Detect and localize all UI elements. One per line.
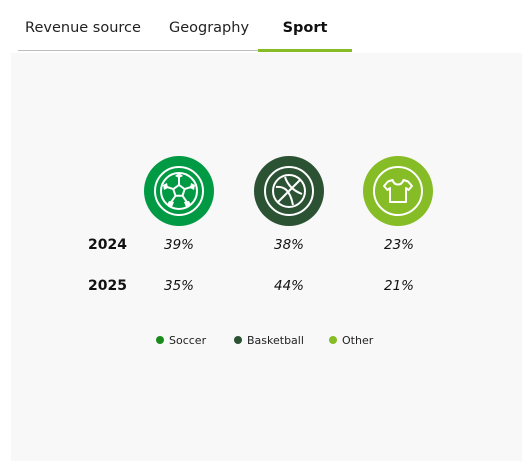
basketball-share-2025: 44%: [273, 278, 304, 294]
tab-sport-label: Sport: [282, 20, 328, 36]
legend-label-basketball: Basketball: [247, 333, 304, 347]
year-label-2024: 2024: [88, 237, 127, 253]
tab-baseline: [18, 50, 352, 51]
other-share-2024: 23%: [383, 237, 414, 253]
legend-item-other: Other: [329, 333, 373, 347]
tab-revenue-source[interactable]: Revenue source: [25, 20, 141, 36]
year-label-2025: 2025: [88, 278, 127, 294]
legend-dot-basketball: [234, 336, 242, 344]
legend-dot-other: [329, 336, 337, 344]
other-share-2025: 21%: [383, 278, 414, 294]
jersey-icon: [363, 156, 433, 226]
legend-label-soccer: Soccer: [169, 333, 207, 347]
soccer-share-2024: 39%: [163, 237, 194, 253]
active-tab-indicator: [258, 49, 352, 52]
basketball-share-2024: 38%: [273, 237, 304, 253]
legend-label-other: Other: [342, 333, 374, 347]
tab-bar: Revenue source Geography Sport: [18, 0, 352, 52]
legend-dot-soccer: [156, 336, 164, 344]
basketball-icon: [254, 156, 324, 226]
tab-geography[interactable]: Geography: [168, 20, 250, 36]
legend-item-basketball: Basketball: [234, 333, 304, 347]
soccer-ball-icon: [144, 156, 214, 226]
soccer-share-2025: 35%: [163, 278, 194, 294]
sport-panel: [11, 53, 522, 461]
tab-sport[interactable]: Sport: [258, 0, 352, 52]
legend-item-soccer: Soccer: [156, 333, 206, 347]
